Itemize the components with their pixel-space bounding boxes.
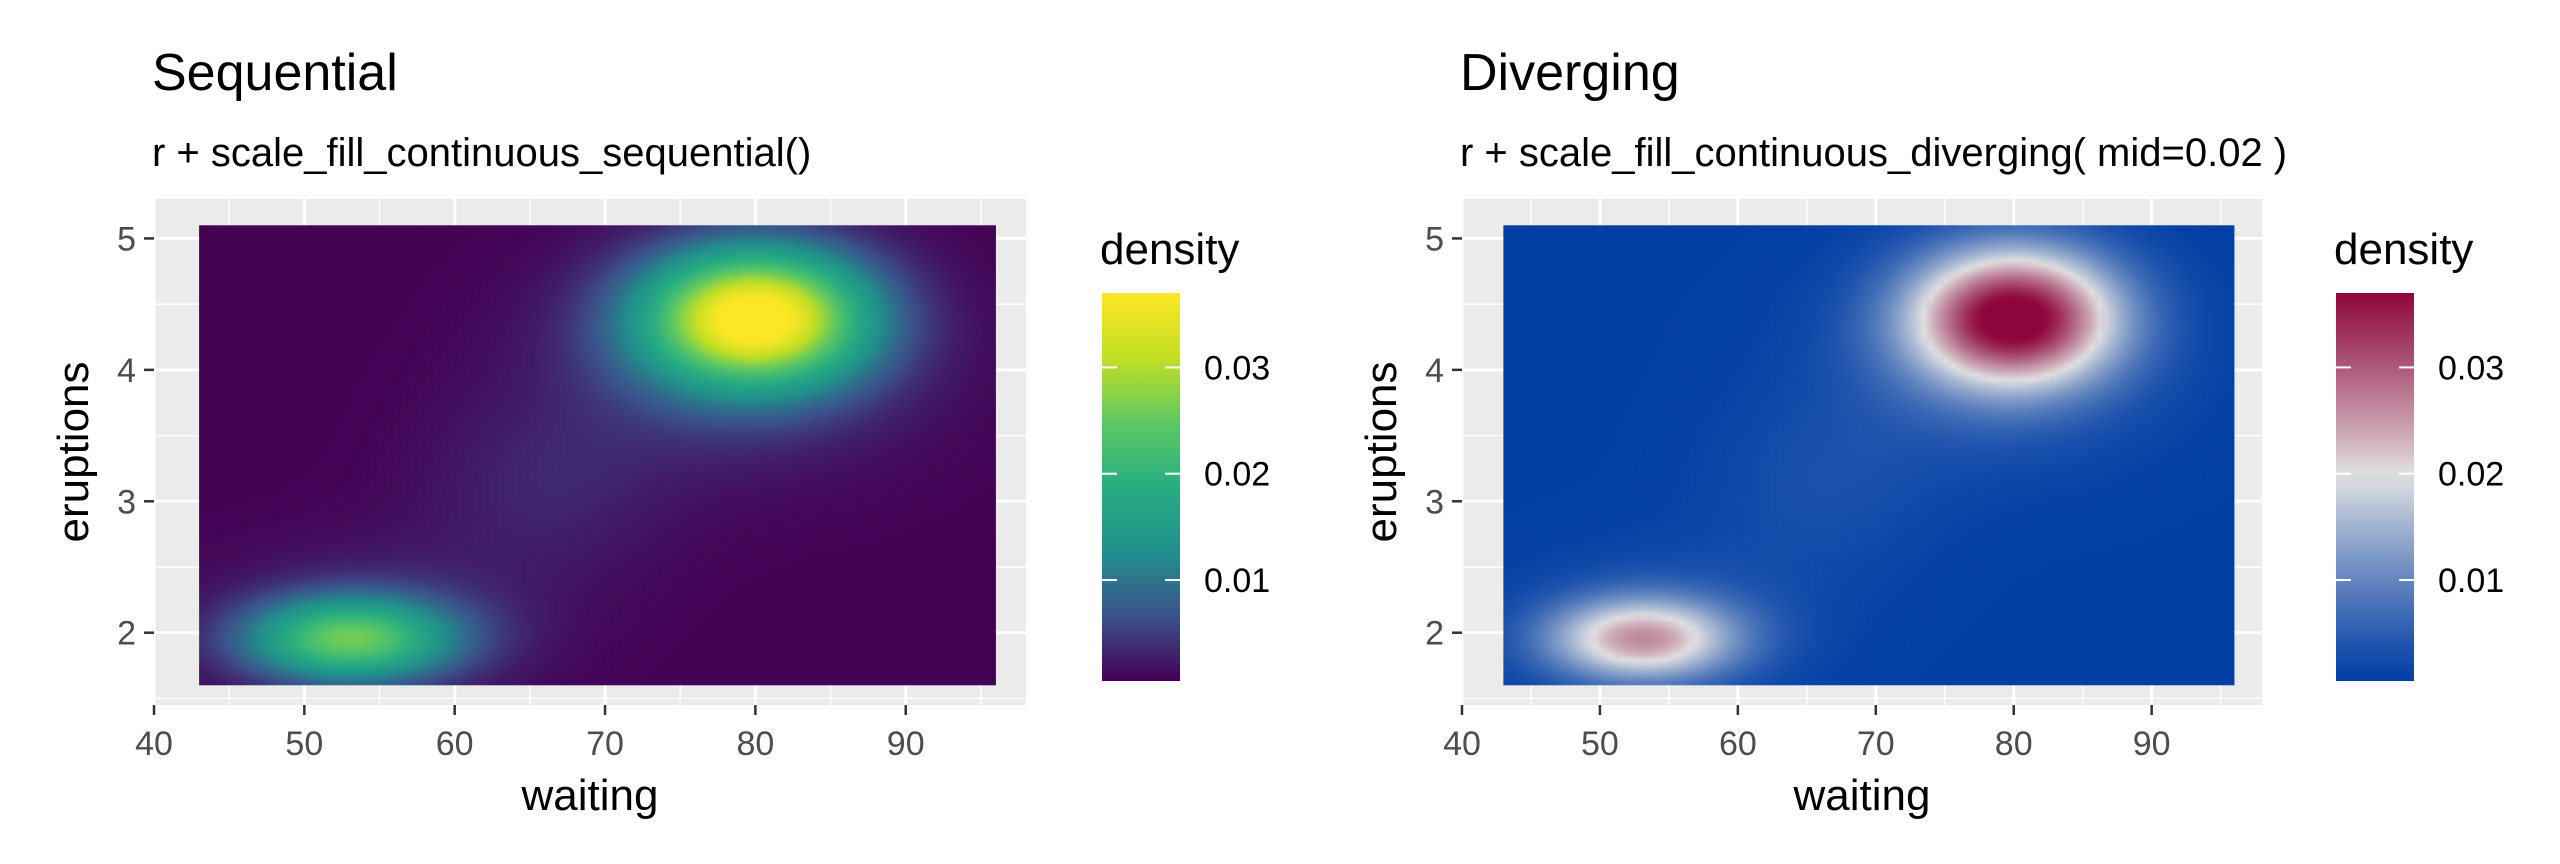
y-axis-title: eruptions <box>1357 361 1406 542</box>
x-axis: 40 50 60 70 80 90 <box>135 705 925 763</box>
x-tick-label: 60 <box>1719 725 1757 763</box>
x-tick-label: 90 <box>887 725 925 763</box>
chart-subtitle: r + scale_fill_continuous_sequential() <box>152 131 811 175</box>
x-tick-label: 80 <box>1995 725 2033 763</box>
y-tick-label: 5 <box>117 220 136 258</box>
x-axis: 40 50 60 70 80 90 <box>1443 705 2171 763</box>
y-tick-label: 5 <box>1425 220 1444 258</box>
y-tick-label: 2 <box>1425 615 1444 653</box>
x-tick-label: 90 <box>2133 725 2171 763</box>
y-tick-label: 3 <box>117 483 136 521</box>
x-tick-label: 60 <box>436 725 474 763</box>
x-tick-label: 50 <box>1581 725 1619 763</box>
legend-tick-label: 0.01 <box>1204 562 1270 600</box>
legend-colorbar <box>2336 293 2414 681</box>
chart-panel-diverging: Diverging r + scale_fill_continuous_dive… <box>1357 44 2504 820</box>
y-axis: 2 3 4 5 <box>117 220 154 653</box>
legend-tick-label: 0.03 <box>2438 349 2504 387</box>
y-tick-label: 4 <box>117 352 136 390</box>
legend-ticks: 0.01 0.02 0.03 <box>2336 349 2504 600</box>
x-tick-label: 70 <box>586 725 624 763</box>
density-heatmap <box>199 225 996 686</box>
chart-panel-sequential: Sequential r + scale_fill_continuous_seq… <box>49 44 1270 820</box>
x-tick-label: 70 <box>1857 725 1895 763</box>
density-heatmap <box>1503 225 2235 686</box>
legend-tick-label: 0.03 <box>1204 349 1270 387</box>
chart-title: Sequential <box>152 44 398 102</box>
x-tick-label: 50 <box>285 725 323 763</box>
legend: density 0.01 0.02 0.03 <box>1100 225 1270 681</box>
legend-tick-label: 0.02 <box>1204 456 1270 494</box>
y-tick-label: 2 <box>117 615 136 653</box>
y-axis-title: eruptions <box>49 361 98 542</box>
x-tick-label: 80 <box>736 725 774 763</box>
legend-title: density <box>2334 225 2473 274</box>
legend-tick-label: 0.01 <box>2438 562 2504 600</box>
x-tick-label: 40 <box>1443 725 1481 763</box>
y-tick-label: 3 <box>1425 483 1444 521</box>
x-axis-title: waiting <box>1793 771 1931 820</box>
density-raster <box>1503 225 2235 686</box>
y-axis: 2 3 4 5 <box>1425 220 1462 653</box>
plot-area <box>1460 199 2262 705</box>
x-tick-label: 40 <box>135 725 173 763</box>
x-axis-title: waiting <box>521 771 659 820</box>
density-raster <box>199 225 996 686</box>
chart-title: Diverging <box>1460 44 1680 102</box>
legend: density 0.01 0.02 0.03 <box>2334 225 2504 681</box>
legend-tick-label: 0.02 <box>2438 456 2504 494</box>
legend-title: density <box>1100 225 1239 274</box>
legend-colorbar <box>1102 293 1180 681</box>
y-tick-label: 4 <box>1425 352 1444 390</box>
plot-area <box>152 199 1026 705</box>
chart-subtitle: r + scale_fill_continuous_diverging( mid… <box>1460 131 2287 175</box>
legend-ticks: 0.01 0.02 0.03 <box>1102 349 1270 600</box>
